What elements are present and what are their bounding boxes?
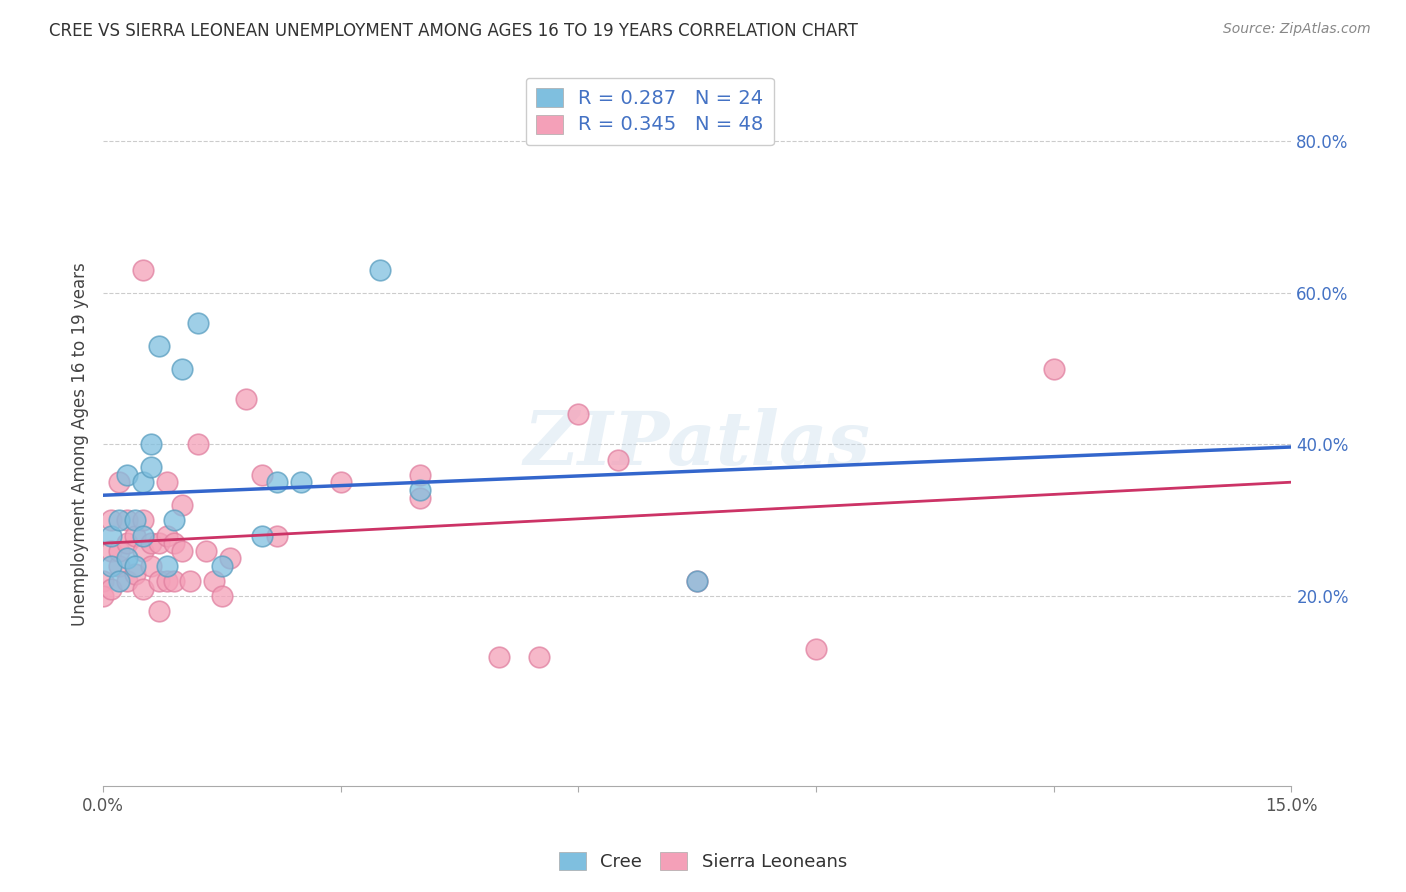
Point: [148, 339, 170, 353]
Point: [211, 590, 233, 604]
Point: [139, 437, 162, 451]
Text: ZIPatlas: ZIPatlas: [524, 409, 870, 481]
Point: [124, 513, 146, 527]
Point: [527, 650, 550, 665]
Point: [100, 558, 122, 573]
Point: [266, 528, 288, 542]
Point: [290, 475, 312, 490]
Point: [132, 528, 155, 542]
Point: [804, 642, 827, 657]
Point: [148, 536, 170, 550]
Point: [370, 262, 392, 277]
Legend: Cree, Sierra Leoneans: Cree, Sierra Leoneans: [551, 845, 855, 879]
Point: [1042, 361, 1064, 376]
Point: [108, 543, 131, 558]
Text: Source: ZipAtlas.com: Source: ZipAtlas.com: [1223, 22, 1371, 37]
Point: [155, 574, 177, 588]
Point: [211, 558, 233, 573]
Point: [91, 574, 114, 588]
Point: [172, 361, 194, 376]
Point: [124, 528, 146, 542]
Point: [607, 452, 630, 467]
Point: [115, 467, 138, 482]
Y-axis label: Unemployment Among Ages 16 to 19 years: Unemployment Among Ages 16 to 19 years: [72, 262, 89, 626]
Point: [686, 574, 709, 588]
Point: [155, 528, 177, 542]
Point: [108, 513, 131, 527]
Point: [100, 528, 122, 542]
Point: [132, 262, 155, 277]
Point: [202, 574, 225, 588]
Point: [100, 543, 122, 558]
Point: [100, 513, 122, 527]
Legend: R = 0.287   N = 24, R = 0.345   N = 48: R = 0.287 N = 24, R = 0.345 N = 48: [526, 78, 773, 145]
Point: [132, 513, 155, 527]
Point: [567, 407, 589, 421]
Text: CREE VS SIERRA LEONEAN UNEMPLOYMENT AMONG AGES 16 TO 19 YEARS CORRELATION CHART: CREE VS SIERRA LEONEAN UNEMPLOYMENT AMON…: [49, 22, 858, 40]
Point: [132, 543, 155, 558]
Point: [163, 574, 186, 588]
Point: [148, 605, 170, 619]
Point: [139, 558, 162, 573]
Point: [108, 574, 131, 588]
Point: [250, 467, 273, 482]
Point: [155, 558, 177, 573]
Point: [219, 551, 242, 566]
Point: [409, 483, 432, 497]
Point: [108, 558, 131, 573]
Point: [235, 392, 257, 406]
Point: [187, 437, 209, 451]
Point: [187, 316, 209, 330]
Point: [163, 536, 186, 550]
Point: [409, 467, 432, 482]
Point: [91, 590, 114, 604]
Point: [488, 650, 510, 665]
Point: [155, 475, 177, 490]
Point: [115, 574, 138, 588]
Point: [409, 491, 432, 505]
Point: [329, 475, 352, 490]
Point: [179, 574, 201, 588]
Point: [139, 460, 162, 475]
Point: [139, 536, 162, 550]
Point: [108, 475, 131, 490]
Point: [195, 543, 218, 558]
Point: [132, 582, 155, 596]
Point: [172, 543, 194, 558]
Point: [124, 566, 146, 581]
Point: [115, 536, 138, 550]
Point: [132, 475, 155, 490]
Point: [250, 528, 273, 542]
Point: [686, 574, 709, 588]
Point: [266, 475, 288, 490]
Point: [100, 582, 122, 596]
Point: [115, 513, 138, 527]
Point: [115, 551, 138, 566]
Point: [124, 558, 146, 573]
Point: [163, 513, 186, 527]
Point: [148, 574, 170, 588]
Point: [172, 498, 194, 512]
